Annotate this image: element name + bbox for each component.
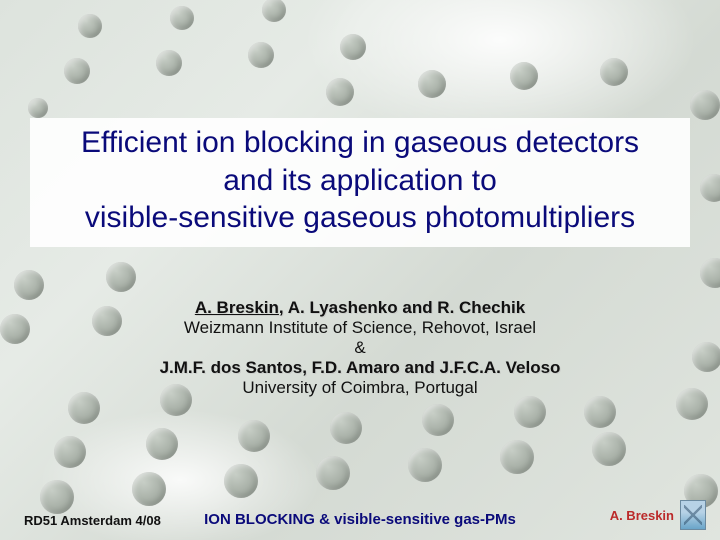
authors-block: A. Breskin, A. Lyashenko and R. Chechik … <box>40 298 680 398</box>
slide-footer: RD51 Amsterdam 4/08 ION BLOCKING & visib… <box>0 500 720 528</box>
affiliation-2: University of Coimbra, Portugal <box>40 378 680 398</box>
ampersand-line: & <box>40 338 680 358</box>
footer-center: ION BLOCKING & visible-sensitive gas-PMs <box>204 511 516 528</box>
institute-logo-icon <box>680 500 706 530</box>
title-line-2: and its application to <box>36 162 684 200</box>
affiliation-1: Weizmann Institute of Science, Rehovot, … <box>40 318 680 338</box>
title-line-3: visible-sensitive gaseous photomultiplie… <box>36 199 684 237</box>
authors-group-2: J.M.F. dos Santos, F.D. Amaro and J.F.C.… <box>40 358 680 378</box>
title-block: Efficient ion blocking in gaseous detect… <box>30 118 690 247</box>
footer-right-wrap: A. Breskin <box>610 500 706 530</box>
footer-left: RD51 Amsterdam 4/08 <box>24 513 161 528</box>
authors-group-1-rest: , A. Lyashenko and R. Chechik <box>279 298 525 317</box>
author-presenter: A. Breskin <box>195 298 279 317</box>
footer-right: A. Breskin <box>610 508 674 523</box>
title-line-1: Efficient ion blocking in gaseous detect… <box>36 124 684 162</box>
authors-group-1: A. Breskin, A. Lyashenko and R. Chechik <box>40 298 680 318</box>
slide-content: Efficient ion blocking in gaseous detect… <box>0 0 720 540</box>
